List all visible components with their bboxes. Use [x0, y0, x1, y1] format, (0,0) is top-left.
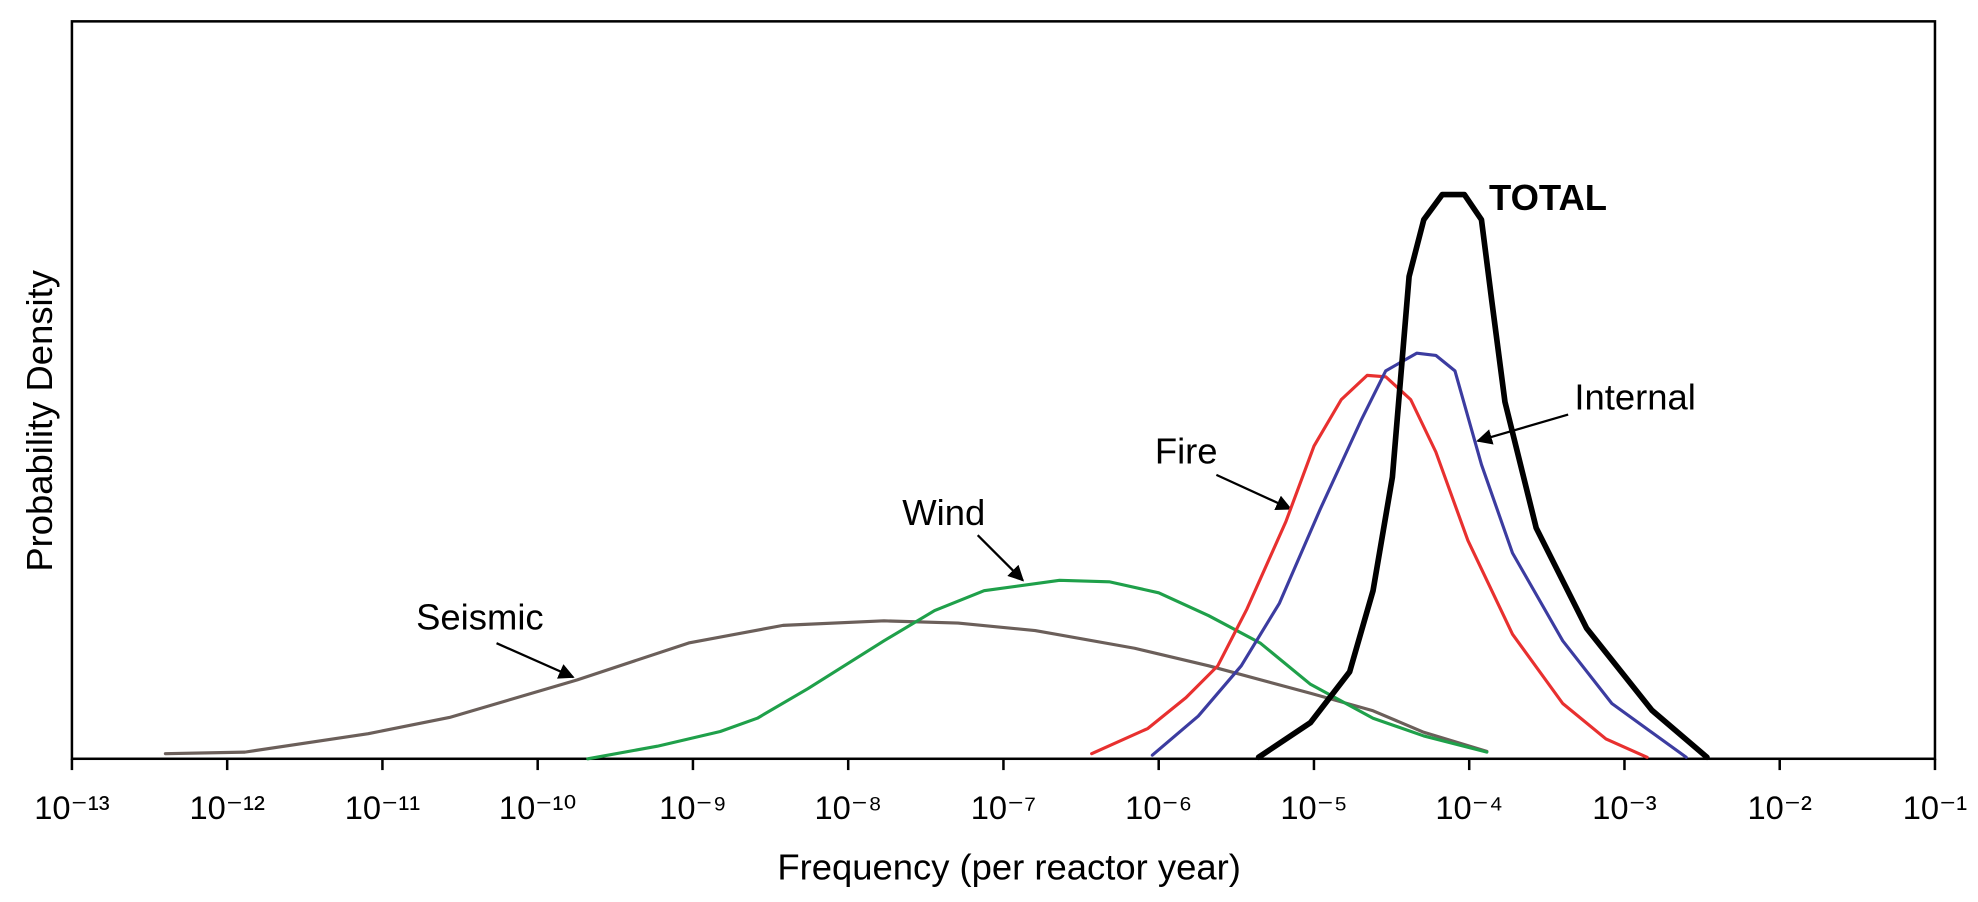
series-label: Wind — [902, 492, 985, 533]
series-line — [163, 619, 1489, 756]
series-label: TOTAL — [1489, 177, 1607, 218]
x-tick-label: 10⁻¹² — [190, 789, 265, 826]
annotation-arrow — [976, 534, 1025, 582]
annotation-arrow — [1215, 473, 1292, 511]
x-tick-label: 10⁻² — [1747, 789, 1812, 826]
x-tick-label: 10⁻¹³ — [34, 789, 109, 826]
x-tick-label: 10⁻¹⁰ — [499, 789, 577, 826]
x-tick-label: 10⁻⁸ — [815, 789, 882, 826]
annotation-arrow — [496, 642, 575, 679]
x-tick-label: 10⁻¹ — [1903, 789, 1968, 826]
series-line — [1090, 373, 1649, 759]
series-label: Internal — [1574, 377, 1695, 418]
series-line — [1150, 351, 1688, 759]
annotation-arrow — [1476, 413, 1569, 445]
x-tick-label: 10⁻⁴ — [1435, 789, 1503, 826]
x-axis-label: Frequency (per reactor year) — [777, 846, 1241, 887]
x-tick-label: 10⁻⁶ — [1125, 789, 1192, 826]
x-tick-label: 10⁻¹¹ — [345, 789, 420, 826]
x-tick-label: 10⁻⁵ — [1280, 789, 1347, 826]
y-axis-label: Probability Density — [19, 269, 60, 571]
series-label: Fire — [1155, 431, 1218, 472]
x-tick-label: 10⁻⁹ — [659, 789, 727, 826]
series-label: Seismic — [416, 596, 544, 637]
x-tick-label: 10⁻³ — [1592, 789, 1657, 826]
x-tick-label: 10⁻⁷ — [971, 789, 1036, 826]
series-line — [1255, 191, 1710, 761]
